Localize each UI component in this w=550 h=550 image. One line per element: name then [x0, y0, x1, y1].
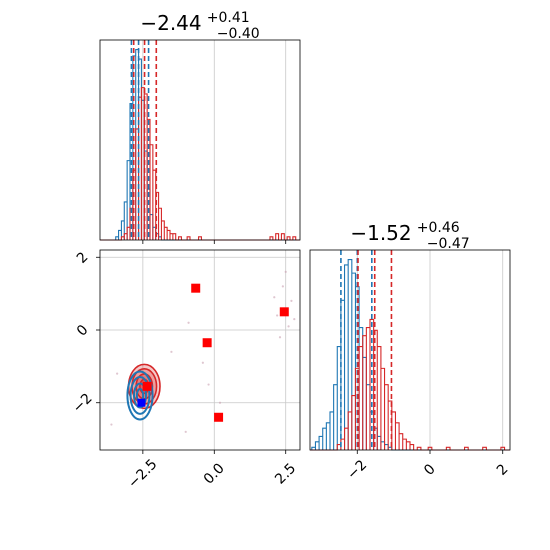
sample-point [284, 270, 287, 273]
x-tick-label: 0 [421, 461, 439, 479]
sample-point [281, 285, 284, 288]
y-tick-label: 0 [74, 322, 92, 340]
x-tick-label: 2 [494, 461, 512, 479]
axes-frame [309, 249, 511, 451]
joint-density-panel: −2.5 0.0 2.5 −2 0 2 [70, 249, 301, 492]
sample-point [218, 401, 222, 404]
sample-point [170, 350, 173, 353]
red-square-marker [279, 307, 289, 317]
axes-frame [99, 249, 301, 451]
sample-point [116, 372, 119, 375]
y-tick-label: −2 [70, 390, 96, 416]
histogram-blue-step [310, 258, 510, 451]
square-markers [137, 283, 289, 422]
x-ticks: −2.5 0.0 2.5 [125, 450, 299, 492]
histogram-series [310, 258, 510, 451]
blue-contour [129, 376, 151, 415]
x-ticks: −2 0 2 [344, 450, 512, 483]
red-square-marker [214, 412, 224, 422]
title-upper-error: +0.46 [417, 220, 460, 236]
blue-square-marker [137, 398, 146, 407]
x-tick-label: −2 [344, 457, 370, 483]
gridlines [356, 250, 504, 450]
axes-frame [99, 39, 301, 241]
y-tick-label: 2 [74, 249, 92, 267]
red-square-marker [142, 381, 152, 391]
sample-point [287, 325, 290, 328]
x-ticks [142, 240, 287, 244]
gridlines [100, 250, 300, 450]
sample-point [276, 314, 279, 317]
sparse-points [110, 270, 296, 433]
y-ticks: −2 0 2 [70, 249, 100, 416]
quantile-lines [130, 40, 158, 240]
blue-contour [126, 370, 154, 421]
panel-title-y: −1.52 +0.46 −0.47 [350, 217, 469, 252]
title-upper-error: +0.41 [207, 10, 250, 26]
sample-point [278, 336, 282, 339]
sample-point [293, 317, 296, 321]
x-tick-label: 0.0 [201, 460, 228, 487]
sample-point [187, 321, 190, 324]
x-tick-label: −2.5 [125, 456, 160, 491]
sample-point [290, 299, 293, 303]
quantile-lines [340, 250, 393, 450]
title-value: −2.44 [140, 11, 201, 35]
sample-point [110, 423, 113, 426]
histogram-series [100, 48, 300, 241]
title-lower-error: −0.40 [217, 26, 260, 42]
marginal-histogram-y: −2 0 2 −1.52 +0.46 −0.47 [309, 217, 512, 483]
red-square-marker [202, 338, 212, 348]
marginal-histogram-x: −2.44 +0.41 −0.40 [99, 7, 301, 244]
histogram-red-step [310, 318, 510, 451]
x-tick-label: 2.5 [272, 460, 299, 487]
panel-title-x: −2.44 +0.41 −0.40 [140, 7, 259, 42]
sample-point [273, 296, 276, 299]
blue-contour [133, 382, 147, 409]
histogram-red-step [100, 87, 300, 241]
sample-point [201, 361, 204, 364]
sample-point [207, 383, 210, 386]
gridlines [142, 40, 287, 240]
title-lower-error: −0.47 [427, 236, 470, 252]
title-value: −1.52 [350, 221, 411, 245]
red-square-marker [191, 283, 201, 293]
sample-point [184, 430, 187, 433]
